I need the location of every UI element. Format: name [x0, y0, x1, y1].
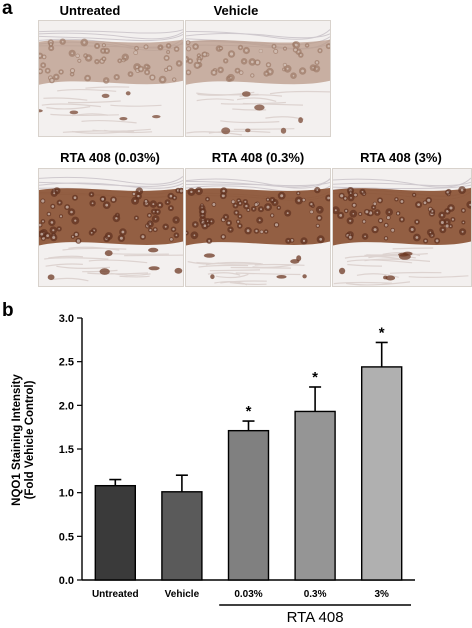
nqo1-bar-chart: NQO1 Staining Intensity (Fold Vehicle Co… — [11, 313, 415, 626]
x-tick-label: Untreated — [92, 589, 139, 600]
bar-3% — [361, 366, 403, 581]
bar-Vehicle — [161, 491, 203, 581]
label-rta-3: RTA 408 (3%) — [360, 150, 442, 165]
micrograph-rta-003 — [38, 168, 184, 287]
x-tick-label: 0.3% — [304, 589, 327, 600]
bar-Untreated — [94, 484, 137, 581]
y-axis-title: NQO1 Staining Intensity (Fold Vehicle Co… — [11, 374, 36, 506]
significance-star: * — [312, 369, 318, 386]
y-tick-label: 1.5 — [59, 444, 74, 456]
micrograph-rta-03 — [185, 168, 331, 287]
y-tick-label: 3.0 — [59, 313, 74, 325]
significance-star: * — [379, 324, 385, 341]
bar-0.3% — [294, 410, 336, 581]
micrograph-untreated — [38, 20, 184, 137]
micrograph-rta-3 — [332, 168, 472, 287]
y-tick-label: 2.0 — [59, 400, 74, 412]
x-tick-label: 0.03% — [234, 589, 262, 600]
significance-star: * — [246, 403, 252, 420]
x-tick-label: 3% — [374, 589, 389, 600]
y-tick-label: 1.0 — [59, 488, 74, 500]
bar-0.03% — [227, 429, 270, 581]
panel-b-letter: b — [2, 300, 14, 321]
y-axis-title-line1: NQO1 Staining Intensity — [11, 374, 23, 506]
y-tick-label: 2.5 — [59, 357, 74, 369]
label-rta-003: RTA 408 (0.03%) — [60, 150, 160, 165]
panel-a-letter: a — [2, 0, 13, 19]
y-tick-label: 0.0 — [59, 575, 74, 587]
label-vehicle: Vehicle — [213, 3, 259, 18]
group-label-rta-408: RTA 408 — [287, 609, 344, 626]
micrograph-vehicle — [185, 20, 331, 137]
y-tick-label: 0.5 — [59, 531, 74, 543]
x-tick-label: Vehicle — [165, 589, 200, 600]
label-rta-03: RTA 408 (0.3%) — [211, 150, 305, 165]
y-axis-title-line2: (Fold Vehicle Control) — [24, 380, 36, 499]
label-untreated: Untreated — [59, 3, 121, 18]
